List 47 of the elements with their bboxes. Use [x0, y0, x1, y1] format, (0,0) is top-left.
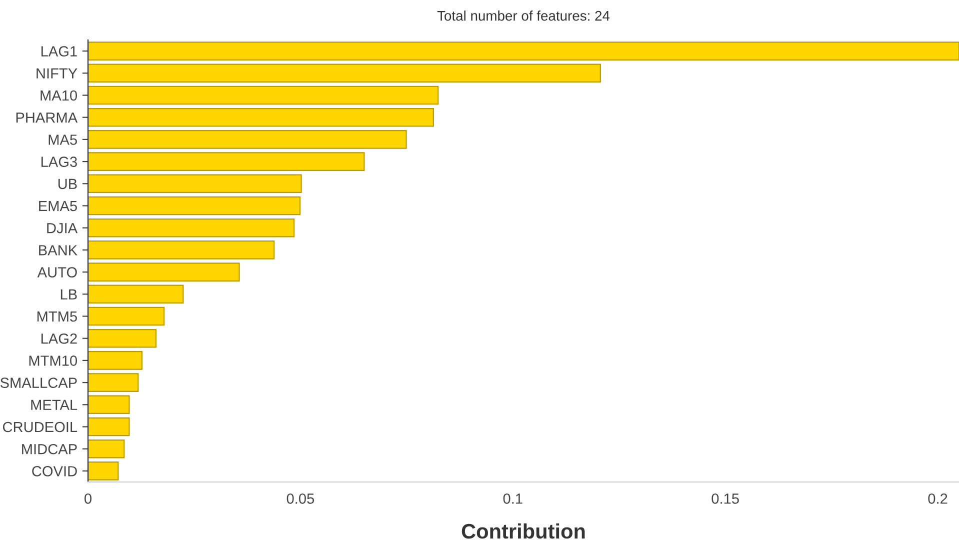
y-tick-label: LAG3 [41, 156, 77, 167]
bar [88, 284, 184, 304]
x-tick-label: 0.1 [503, 493, 522, 504]
y-tick-label: METAL [31, 400, 78, 410]
y-tick-label: SMALLCAP [0, 378, 77, 388]
y-tick-label: PHARMA [16, 112, 78, 123]
y-tick-label: CRUDEOIL [2, 422, 78, 432]
bar [88, 439, 125, 458]
y-tick-label: LB [60, 289, 77, 300]
bar [88, 417, 130, 436]
y-tick-label: DJIA [47, 223, 78, 234]
y-tick-label: MA5 [48, 134, 77, 145]
bar [88, 240, 275, 260]
y-tick-label: MTM5 [37, 312, 77, 322]
bar [88, 86, 439, 105]
bar [88, 196, 301, 216]
bar [88, 174, 302, 194]
y-tick-label: MA10 [40, 90, 78, 101]
bar [88, 64, 601, 83]
y-tick-label: LAG1 [41, 46, 77, 56]
y-tick-label: AUTO [37, 267, 77, 278]
x-tick-label: 0.05 [286, 493, 314, 504]
y-tick-label: MIDCAP [22, 444, 77, 454]
bar [88, 108, 434, 127]
chart-title: Total number of features: 24 [437, 10, 610, 21]
bar [88, 462, 119, 480]
bar [88, 328, 157, 348]
bar [88, 218, 295, 238]
y-tick-label: MTM10 [29, 356, 78, 366]
y-tick-label: COVID [32, 466, 77, 476]
y-tick-label: NIFTY [36, 68, 78, 78]
bar [88, 152, 365, 171]
bar [88, 130, 407, 149]
bar [88, 306, 165, 326]
bar [88, 42, 959, 60]
bar [88, 373, 139, 392]
y-tick-label: EMA5 [39, 201, 77, 212]
bar [88, 395, 130, 414]
y-tick-label: BANK [39, 245, 78, 256]
x-tick-label: 0.15 [712, 493, 739, 504]
x-tick-label: 0.2 [928, 493, 948, 504]
y-tick-label: LAG2 [41, 333, 77, 344]
bar [88, 351, 143, 370]
x-axis-title: Contribution [462, 523, 585, 539]
x-tick-label: 0 [84, 493, 92, 504]
bar [88, 262, 240, 282]
y-tick-label: UB [58, 178, 77, 190]
